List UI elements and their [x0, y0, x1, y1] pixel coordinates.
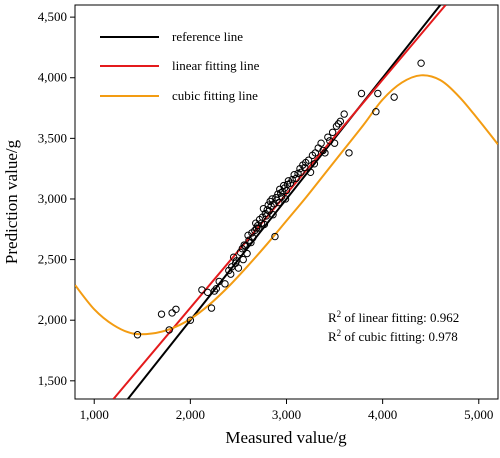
y-tick-label: 4,500: [38, 9, 67, 24]
data-point: [268, 195, 276, 203]
x-axis-title: Measured value/g: [225, 428, 347, 447]
data-point: [286, 179, 295, 187]
data-point: [243, 249, 251, 258]
data-point: [288, 175, 296, 184]
data-point: [281, 195, 290, 203]
reference-line: [126, 5, 442, 399]
data-point: [207, 304, 216, 312]
data-point: [232, 257, 241, 265]
data-point: [260, 220, 269, 229]
x-tick-label: 3,000: [272, 407, 301, 422]
data-point: [157, 310, 166, 318]
data-point: [239, 255, 247, 264]
data-point: [374, 89, 382, 98]
legend-label: reference line: [172, 29, 243, 44]
data-point: [210, 287, 219, 295]
data-point: [275, 198, 283, 207]
data-point: [249, 234, 257, 242]
data-point: [297, 168, 305, 176]
y-tick-label: 3,000: [38, 191, 67, 206]
data-point: [241, 242, 249, 250]
data-point: [165, 326, 173, 334]
data-point: [332, 122, 341, 130]
data-point: [319, 146, 327, 155]
data-point: [212, 284, 221, 293]
data-point: [372, 107, 380, 116]
r-squared-annotation: R2 of cubic fitting: 0.978: [328, 328, 458, 344]
data-point: [284, 177, 293, 185]
data-point: [271, 232, 279, 241]
x-tick-label: 2,000: [176, 407, 205, 422]
legend: reference line linear fitting line cubic f…: [100, 29, 260, 103]
annotations: R2 of linear fitting: 0.962 R2 of cubic f…: [328, 309, 459, 344]
data-point: [345, 149, 353, 157]
data-point: [186, 316, 195, 324]
data-point: [247, 238, 255, 247]
data-point: [221, 280, 229, 288]
y-tick-label: 2,000: [38, 312, 67, 327]
data-point: [336, 117, 345, 126]
data-point: [317, 139, 325, 147]
data-point: [292, 174, 300, 183]
y-axis-ticks: 1,500 2,000 2,500 3,000 3,500 4,000 4,500: [38, 9, 75, 388]
y-tick-label: 4,000: [38, 70, 67, 85]
data-point: [236, 248, 245, 257]
x-tick-label: 4,000: [368, 407, 397, 422]
data-point: [340, 110, 348, 118]
legend-label: linear fitting line: [172, 58, 260, 73]
data-point: [234, 264, 243, 272]
data-point: [203, 288, 212, 297]
data-point: [321, 149, 329, 157]
data-point: [417, 59, 425, 67]
legend-label: cubic fitting line: [172, 88, 258, 103]
data-point: [330, 139, 339, 147]
data-points: [133, 59, 425, 339]
data-point: [240, 241, 248, 249]
x-tick-label: 5,000: [464, 407, 493, 422]
y-axis-title: Prediction value/g: [2, 139, 21, 264]
data-point: [301, 163, 309, 172]
data-point: [277, 192, 286, 201]
data-point: [290, 171, 298, 179]
data-point: [266, 197, 274, 206]
r-squared-annotation: R2 of linear fitting: 0.962: [328, 309, 459, 325]
data-point: [304, 156, 313, 164]
data-point: [269, 211, 277, 219]
y-tick-label: 2,500: [38, 252, 67, 267]
data-point: [324, 133, 332, 141]
data-point: [172, 305, 180, 313]
data-point: [334, 120, 343, 128]
y-tick-label: 1,500: [38, 373, 67, 388]
y-tick-label: 3,500: [38, 130, 67, 145]
x-axis-ticks: 1,000 2,000 3,000 4,000 5,000: [80, 399, 493, 422]
data-point: [245, 236, 253, 244]
data-point: [357, 89, 366, 98]
data-point: [390, 93, 398, 101]
data-point: [133, 331, 142, 339]
data-point: [310, 160, 319, 168]
data-point: [328, 128, 337, 136]
x-tick-label: 1,000: [80, 407, 109, 422]
data-point: [227, 270, 235, 278]
cubic-fit-curve: [75, 74, 498, 336]
data-point: [306, 168, 315, 176]
